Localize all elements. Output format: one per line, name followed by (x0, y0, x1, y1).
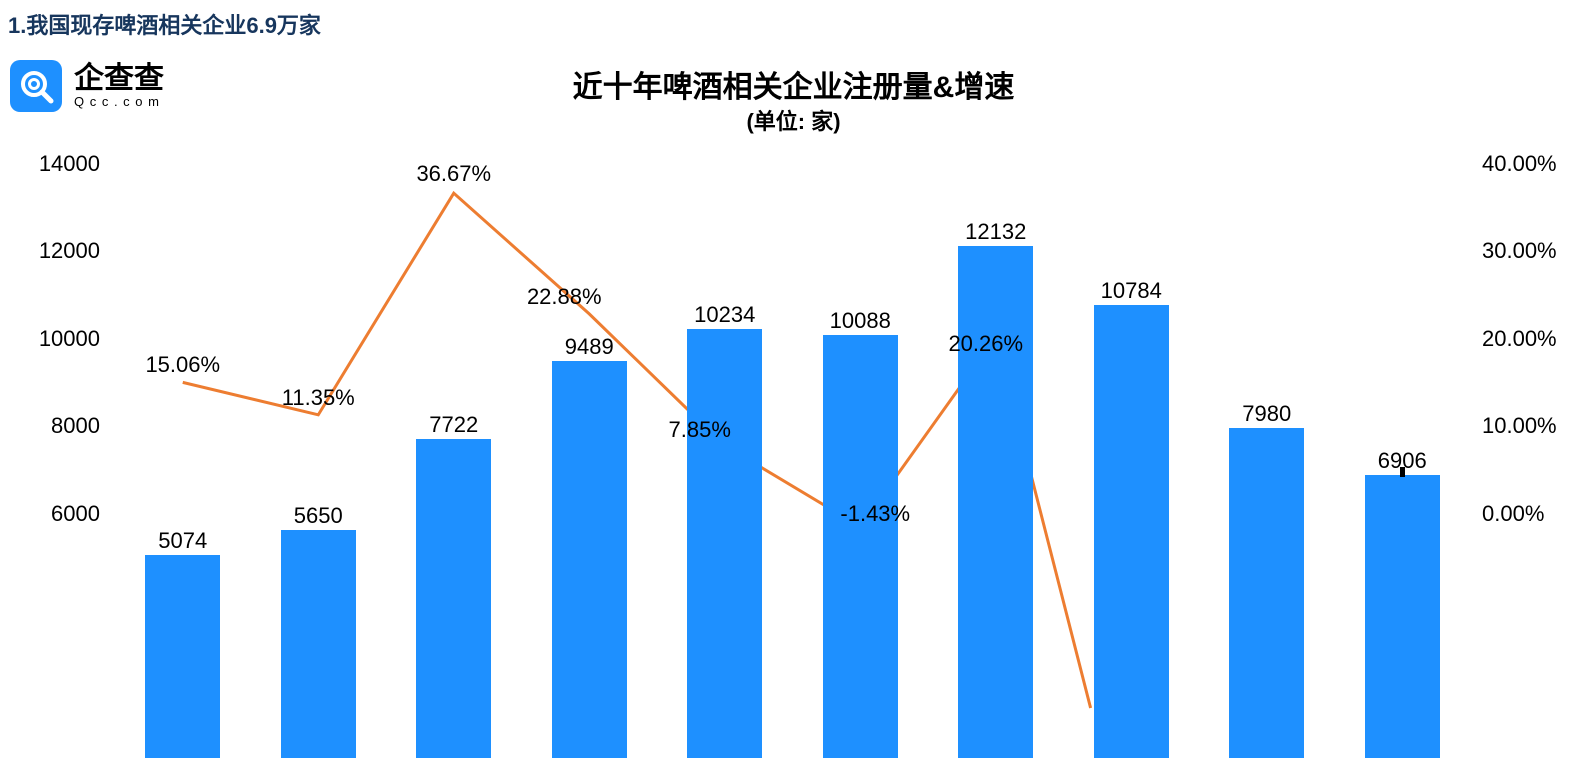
bar (1229, 428, 1304, 758)
chart-plot-area: 600080001000012000140000.00%10.00%20.00%… (115, 164, 1470, 558)
bar-value-label: 5074 (158, 528, 207, 554)
bar (958, 246, 1033, 758)
bar-value-label: 10234 (694, 302, 755, 328)
growth-pct-label: 15.06% (145, 352, 220, 378)
growth-pct-label: -1.43% (840, 501, 910, 527)
growth-pct-label: 7.85% (669, 417, 731, 443)
y1-tick: 6000 (10, 501, 100, 527)
section-heading: 1.我国现存啤酒相关企业6.9万家 (8, 8, 321, 40)
y2-tick: 40.00% (1482, 151, 1577, 177)
bar (687, 329, 762, 758)
chart-title: 近十年啤酒相关企业注册量&增速 (0, 62, 1587, 106)
bar-value-label: 7722 (429, 412, 478, 438)
chart-subtitle: (单位: 家) (0, 104, 1587, 136)
bar-value-label: 7980 (1242, 401, 1291, 427)
bar (1365, 475, 1440, 758)
y2-tick: 10.00% (1482, 413, 1577, 439)
bar (1094, 305, 1169, 758)
bar-value-label: 12132 (965, 219, 1026, 245)
y2-tick: 0.00% (1482, 501, 1577, 527)
bar-value-label: 10784 (1101, 278, 1162, 304)
growth-pct-label: 22.88% (527, 284, 602, 310)
y1-tick: 10000 (10, 326, 100, 352)
bar-value-label: 9489 (565, 334, 614, 360)
growth-pct-label: 36.67% (416, 161, 491, 187)
bar (823, 335, 898, 758)
y1-tick: 8000 (10, 413, 100, 439)
growth-pct-label: 11.35% (282, 385, 355, 411)
bar-value-label: 10088 (830, 308, 891, 334)
bar (145, 555, 220, 758)
y1-tick: 14000 (10, 151, 100, 177)
bar (416, 439, 491, 758)
y2-tick: 30.00% (1482, 238, 1577, 264)
bar-top-tick (1400, 467, 1405, 477)
bar (281, 530, 356, 758)
y2-tick: 20.00% (1482, 326, 1577, 352)
bar (552, 361, 627, 758)
y1-tick: 12000 (10, 238, 100, 264)
growth-pct-label: 20.26% (948, 331, 1023, 357)
bar-value-label: 5650 (294, 503, 343, 529)
